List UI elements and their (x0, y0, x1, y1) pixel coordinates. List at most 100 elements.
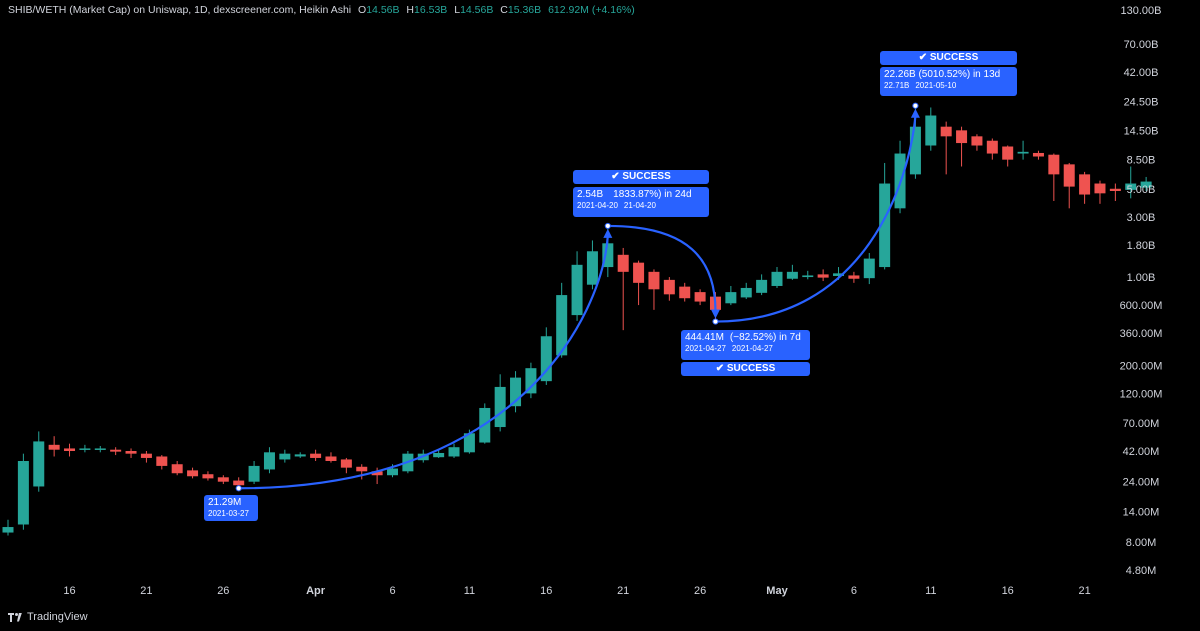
candle-body (786, 271, 798, 279)
candle-body (33, 441, 45, 487)
close-value: 15.36B (507, 4, 542, 16)
y-axis-tick-label: 14.00M (1123, 506, 1160, 518)
low-callout-value: 21.29M (208, 497, 242, 508)
y-axis-tick-label: 3.00B (1127, 212, 1156, 224)
candle-body (725, 292, 737, 304)
y-axis-tick-label: 120.00M (1120, 388, 1163, 400)
candle-body (340, 459, 352, 468)
x-axis-tick-label: 16 (540, 585, 552, 597)
candle-body (279, 453, 291, 460)
candle-body (448, 447, 460, 457)
y-axis-tick-label: 4.80M (1126, 565, 1157, 577)
candle-body (771, 271, 783, 286)
tradingview-logo-icon (8, 612, 22, 622)
low-callout: 21.29M 2021-03-27 (204, 495, 258, 521)
peak-callout-1: 2.54B 1833.87%) in 24d 2021-04-20 21-04-… (573, 187, 709, 217)
arc-start-dot (604, 222, 611, 230)
candle-body (356, 466, 368, 472)
peak-callout-1-date: 2021-04-20 (577, 201, 618, 210)
candle-body (833, 273, 845, 276)
candle-body (433, 452, 445, 458)
candle-body (156, 456, 168, 466)
open-label: O (358, 4, 367, 16)
move-arc (238, 235, 609, 490)
peak-callout-2-date: 2021-05-10 (915, 81, 957, 90)
close-label: C (500, 4, 508, 16)
footer-bar (0, 604, 1200, 631)
tradingview-logo[interactable]: TradingView (8, 611, 88, 623)
candle-body (79, 448, 91, 450)
candle-body (217, 477, 229, 482)
candle-body (294, 454, 306, 457)
y-axis-tick-label: 130.00B (1121, 5, 1162, 17)
x-axis[interactable]: 16 21 26 Apr 6 11 16 21 26 May 6 11 16 21 (63, 585, 1090, 597)
candle-body (310, 453, 322, 458)
peak-callout-2: 22.26B (5010.52%) in 13d 22.71B 2021-05-… (880, 67, 1017, 96)
candle-body (1002, 146, 1014, 160)
x-axis-tick-label: 6 (389, 585, 395, 597)
arc-arrowhead (910, 108, 920, 118)
candle-body (525, 368, 537, 394)
success-badge-1: ✔ SUCCESS (573, 170, 709, 184)
candle-body (463, 433, 475, 453)
candle-body (586, 251, 598, 285)
candle-body (956, 130, 968, 144)
candle-body (263, 452, 275, 470)
x-axis-tick-label: 26 (694, 585, 706, 597)
symbol-title: SHIB/WETH (Market Cap) on Uniswap, 1D, d… (8, 4, 352, 16)
candle-body (171, 464, 183, 474)
low-value: 14.56B (460, 4, 494, 16)
y-axis[interactable]: 130.00B 70.00B 42.00B 24.50B 14.50B 8.50B 5.00… (1120, 5, 1163, 577)
candle-body (187, 470, 199, 477)
dip-callout-date: 2021-04-27 (685, 344, 726, 353)
candle-body (387, 468, 398, 476)
candle-body (325, 456, 337, 461)
x-axis-tick-label: May (766, 585, 788, 597)
candle-body (1048, 154, 1060, 175)
candle-body (679, 286, 691, 299)
candle-body (1079, 174, 1091, 195)
candle-body (1140, 181, 1152, 188)
x-axis-tick-label: 21 (140, 585, 152, 597)
dip-callout-change: (−82.52%) in 7d (729, 332, 801, 343)
candle-body (48, 444, 60, 450)
candle-body (879, 183, 891, 268)
candle-body (17, 460, 29, 525)
x-axis-tick-label: 16 (63, 585, 75, 597)
open-value: 14.56B (366, 4, 400, 16)
arcs-layer (235, 102, 920, 492)
candle-body (233, 480, 245, 486)
candle-body (1017, 151, 1029, 154)
candle-body (110, 449, 122, 452)
dip-callout-value: 444.41M (685, 332, 724, 343)
x-axis-tick-label: Apr (306, 585, 326, 597)
peak-callout-1-change: 1833.87%) in 24d (613, 189, 692, 200)
candle-body (510, 377, 522, 407)
x-axis-tick-label: 11 (464, 585, 475, 597)
x-axis-tick-label: 6 (851, 585, 857, 597)
candle-body (140, 453, 152, 458)
x-axis-tick-label: 11 (925, 585, 936, 597)
arc-start-dot (235, 485, 242, 492)
peak-callout-2-value: 22.71B (884, 81, 910, 90)
y-axis-tick-label: 1.80B (1127, 240, 1156, 252)
arc-start-dot (712, 318, 719, 325)
candle-body (1094, 183, 1106, 194)
x-axis-tick-label: 21 (617, 585, 629, 597)
candle-body (756, 279, 768, 293)
candle-body (648, 271, 660, 290)
candle-body (1125, 183, 1137, 190)
candle-body (1032, 152, 1044, 157)
high-value: 16.53B (414, 4, 448, 16)
y-axis-tick-label: 1.00B (1127, 272, 1156, 284)
candle-body (817, 274, 829, 278)
chart-header: SHIB/WETH (Market Cap) on Uniswap, 1D, d… (8, 4, 635, 16)
y-axis-tick-label: 24.50B (1124, 97, 1159, 109)
candle-body (125, 450, 137, 454)
peak-callout-1-value: 2.54B (577, 189, 604, 200)
arc-arrowhead (710, 309, 720, 319)
y-axis-tick-label: 200.00M (1120, 360, 1163, 372)
arc-arrowhead (603, 228, 613, 238)
peak-callout-2-main: 22.26B (5010.52%) in 13d (884, 69, 1001, 80)
